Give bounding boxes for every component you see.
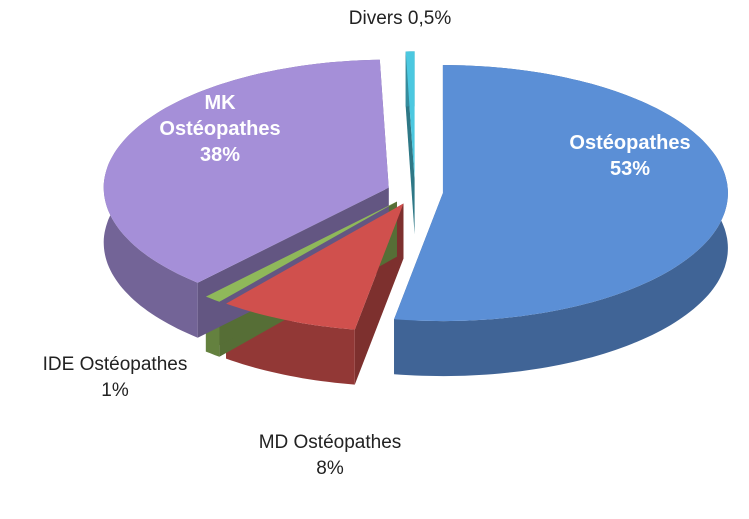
value-label: 0,5% [407, 8, 452, 29]
category-label: Divers [348, 8, 403, 29]
slice [205, 201, 397, 302]
value-label: 8% [316, 458, 344, 479]
slice-label: MK Ostéopathes 38% [150, 90, 290, 168]
value-label: 1% [101, 380, 129, 401]
category-label: MK Ostéopathes [159, 92, 281, 140]
value-label: 53% [609, 158, 651, 180]
slice [103, 59, 389, 283]
slice-label: MD Ostéopathes 8% [255, 430, 405, 482]
category-label: IDE Ostéopathes [42, 354, 188, 375]
value-label: 38% [199, 144, 241, 166]
slice-label: Ostéopathes 53% [545, 130, 715, 182]
slice [226, 203, 404, 330]
slice-label: Divers 0,5% [300, 6, 500, 32]
category-label: Ostéopathes [569, 132, 691, 154]
category-label: MD Ostéopathes [258, 432, 402, 453]
slice [405, 51, 415, 180]
slice-label: IDE Ostéopathes 1% [40, 352, 190, 404]
slice [394, 65, 728, 322]
